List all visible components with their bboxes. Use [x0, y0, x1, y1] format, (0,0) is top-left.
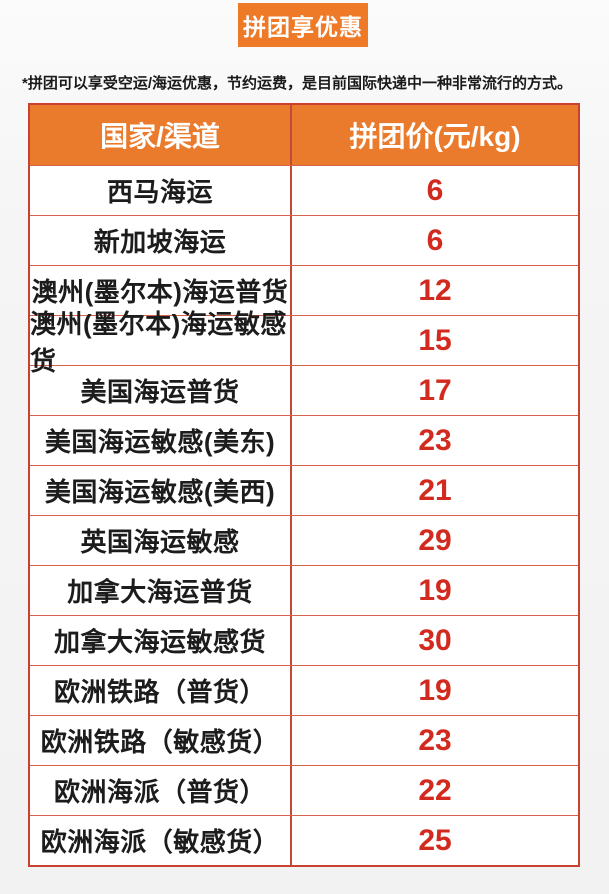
price-cell: 22 [418, 773, 452, 807]
channel-cell: 欧洲铁路（敏感货） [30, 716, 292, 765]
price-cell: 29 [418, 523, 452, 557]
table-row: 欧洲铁路（敏感货） 23 [30, 715, 578, 765]
channel-cell: 欧洲海派（普货） [30, 766, 292, 815]
table-row: 澳州(墨尔本)海运敏感货 15 [30, 309, 578, 376]
price-cell: 17 [418, 373, 452, 407]
price-cell: 30 [418, 623, 452, 657]
promo-badge-label: 拼团享优惠 [243, 14, 363, 40]
price-table-header-row: 国家/渠道 拼团价(元/kg) [30, 105, 578, 165]
price-table: 国家/渠道 拼团价(元/kg) 西马海运 6 新加坡海运 6 澳州(墨尔本)海运普货 12… [28, 103, 580, 867]
header-country-channel: 国家/渠道 [30, 105, 292, 165]
header-group-price: 拼团价(元/kg) [349, 121, 521, 152]
price-cell: 19 [418, 573, 452, 607]
channel-cell: 澳州(墨尔本)海运普货 [30, 266, 292, 315]
table-body: 西马海运 6 新加坡海运 6 澳州(墨尔本)海运普货 12 澳州(墨尔本)海运敏感货 15 美国… [30, 165, 578, 865]
price-cell: 6 [426, 223, 444, 257]
table-row: 英国海运敏感 29 [30, 515, 578, 565]
channel-cell: 欧洲铁路（普货） [30, 666, 292, 715]
channel-cell: 美国海运敏感(美西) [30, 466, 292, 515]
price-cell: 6 [426, 173, 444, 207]
price-cell: 25 [418, 823, 452, 857]
channel-cell: 美国海运敏感(美东) [30, 416, 292, 465]
channel-cell: 英国海运敏感 [30, 516, 292, 565]
channel-cell: 西马海运 [30, 166, 292, 215]
channel-cell: 新加坡海运 [30, 216, 292, 265]
price-cell: 15 [418, 323, 452, 357]
promo-note-text: *拼团可以享受空运/海运优惠，节约运费，是目前国际快递中一种非常流行的方式。 [22, 75, 573, 92]
table-row: 美国海运普货 17 [30, 365, 578, 415]
table-row: 加拿大海运普货 19 [30, 565, 578, 615]
table-row: 澳州(墨尔本)海运普货 12 [30, 265, 578, 315]
price-cell: 23 [418, 423, 452, 457]
table-row: 欧洲铁路（普货） 19 [30, 665, 578, 715]
table-row: 新加坡海运 6 [30, 215, 578, 265]
channel-cell: 澳州(墨尔本)海运敏感货 [30, 309, 292, 376]
table-row: 美国海运敏感(美西) 21 [30, 465, 578, 515]
channel-cell: 加拿大海运普货 [30, 566, 292, 615]
channel-cell: 欧洲海派（敏感货） [30, 816, 292, 865]
table-row: 欧洲海派（敏感货） 25 [30, 815, 578, 865]
price-cell: 21 [418, 473, 452, 507]
price-cell: 23 [418, 723, 452, 757]
table-row: 西马海运 6 [30, 165, 578, 215]
table-row: 美国海运敏感(美东) 23 [30, 415, 578, 465]
promo-badge: 拼团享优惠 [238, 3, 368, 47]
price-cell: 12 [418, 273, 452, 307]
table-row: 加拿大海运敏感货 30 [30, 615, 578, 665]
channel-cell: 美国海运普货 [30, 366, 292, 415]
price-cell: 19 [418, 673, 452, 707]
channel-cell: 加拿大海运敏感货 [30, 616, 292, 665]
table-row: 欧洲海派（普货） 22 [30, 765, 578, 815]
